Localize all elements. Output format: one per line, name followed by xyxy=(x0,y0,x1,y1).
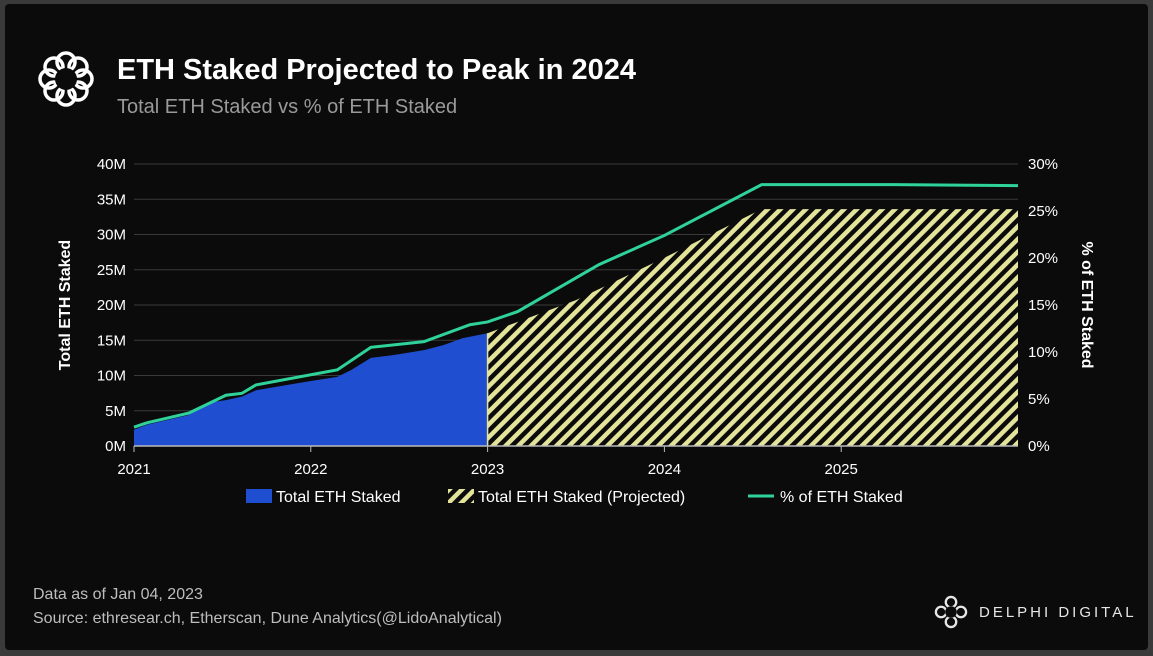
brand-name: DELPHI DIGITAL xyxy=(979,603,1137,621)
y-tick-label: 20M xyxy=(97,297,126,314)
areas xyxy=(134,209,1019,446)
legend-label-percent: % of ETH Staked xyxy=(780,489,903,506)
area-total-eth-staked xyxy=(134,333,488,446)
data-date-note: Data as of Jan 04, 2023 xyxy=(33,586,203,603)
y2-tick-label: 25% xyxy=(1028,203,1058,220)
y-tick-label: 15M xyxy=(97,332,126,349)
y2-tick-label: 0% xyxy=(1028,438,1050,455)
y2-tick-label: 10% xyxy=(1028,344,1058,361)
y-tick-label: 5M xyxy=(105,403,126,420)
y-tick-label: 25M xyxy=(97,262,126,279)
chart-title: ETH Staked Projected to Peak in 2024 xyxy=(117,54,636,86)
y-axis-label: Total ETH Staked xyxy=(57,240,74,370)
x-tick-label: 2022 xyxy=(294,461,327,478)
x-tick-label: 2024 xyxy=(648,461,681,478)
y2-tick-label: 20% xyxy=(1028,250,1058,267)
y2-axis-label: % of ETH Staked xyxy=(1078,241,1095,368)
legend-swatch-staked xyxy=(246,489,272,503)
brand-logo: DELPHI DIGITAL xyxy=(933,594,1137,630)
legend-label-staked: Total ETH Staked xyxy=(276,489,401,506)
legend-swatch-projected xyxy=(448,489,474,503)
delphi-knot-icon xyxy=(934,595,968,629)
y-tick-label: 0M xyxy=(105,438,126,455)
legend: Total ETH Staked Total ETH Staked (Proje… xyxy=(246,489,903,506)
source-note: Source: ethresear.ch, Etherscan, Dune An… xyxy=(33,610,502,627)
area-total-eth-staked-projected xyxy=(487,209,1019,446)
x-tick-label: 2025 xyxy=(825,461,858,478)
y-tick-label: 35M xyxy=(97,191,126,208)
y-tick-label: 40M xyxy=(97,156,126,173)
chart-subtitle: Total ETH Staked vs % of ETH Staked xyxy=(117,96,458,118)
y2-tick-label: 5% xyxy=(1028,391,1050,408)
legend-label-projected: Total ETH Staked (Projected) xyxy=(478,489,685,506)
axes: 0M 5M 10M 15M 20M 25M 30M 35M 40M 0% 5% 10% 15% 20% 25… xyxy=(97,156,1058,478)
lines xyxy=(133,183,1019,429)
y2-tick-label: 30% xyxy=(1028,156,1058,173)
y2-tick-label: 15% xyxy=(1028,297,1058,314)
x-tick-label: 2021 xyxy=(117,461,150,478)
y-tick-label: 10M xyxy=(97,368,126,385)
line-percent-eth-staked xyxy=(133,183,1019,429)
x-tick-label: 2023 xyxy=(471,461,504,478)
delphi-knot-icon xyxy=(38,51,94,107)
y-tick-label: 30M xyxy=(97,227,126,244)
